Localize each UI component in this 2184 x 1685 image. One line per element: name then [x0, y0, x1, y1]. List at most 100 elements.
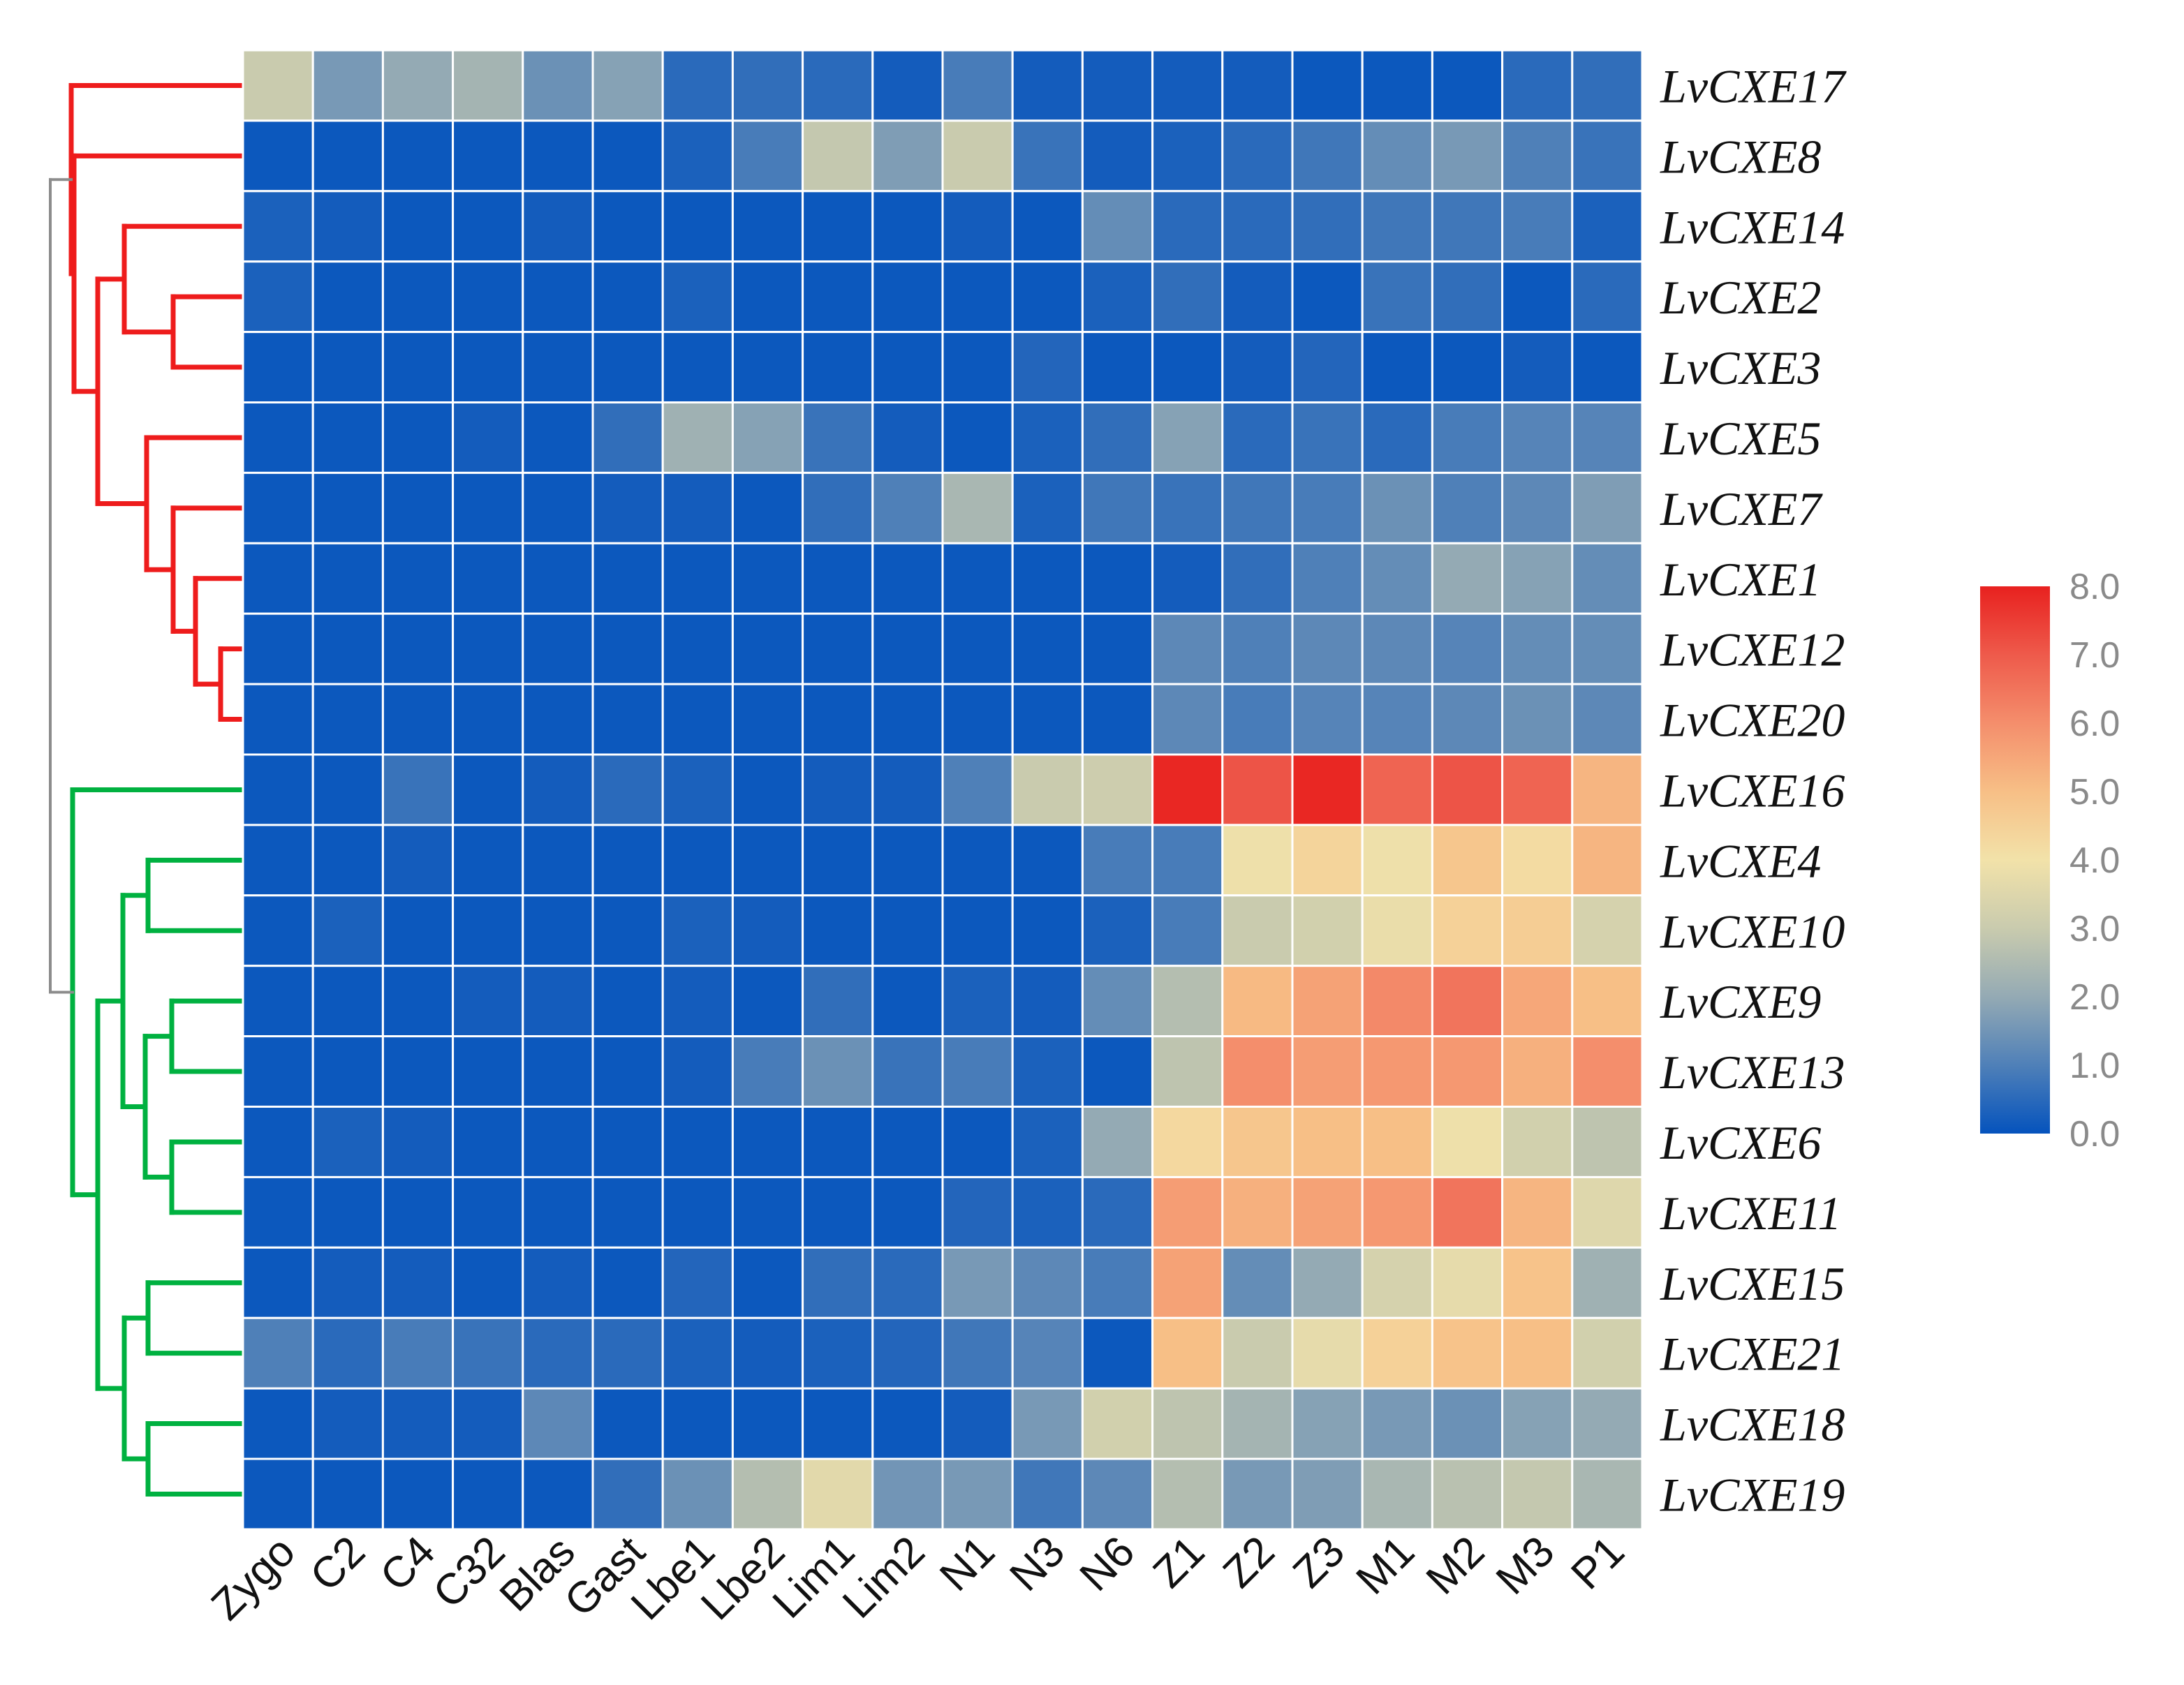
heatmap-cell-LvCXE14-Z2: [1221, 190, 1294, 263]
heatmap-cell-LvCXE17-M2: [1431, 49, 1504, 122]
heatmap-cell-LvCXE7-Zygo: [242, 471, 314, 544]
heatmap-cell-LvCXE8-M1: [1361, 119, 1433, 193]
heatmap-cell-LvCXE6-M3: [1501, 1106, 1574, 1178]
heatmap-cell-LvCXE7-N1: [941, 471, 1014, 544]
heatmap-cell-LvCXE10-P1: [1571, 894, 1644, 967]
heatmap-cell-LvCXE21-Z3: [1291, 1316, 1364, 1390]
heatmap-cell-LvCXE14-N3: [1011, 190, 1084, 263]
heatmap-cell-LvCXE12-Lim2: [871, 612, 944, 685]
heatmap-cell-LvCXE11-Z3: [1291, 1175, 1364, 1249]
heatmap-cell-LvCXE5-Blas: [522, 401, 594, 474]
heatmap-cell-LvCXE17-M3: [1501, 49, 1574, 122]
heatmap-cell-LvCXE21-Lim1: [802, 1316, 874, 1390]
heatmap-cell-LvCXE10-C32: [452, 894, 524, 967]
heatmap-cell-LvCXE15-M3: [1501, 1246, 1574, 1319]
legend-tick-label: 3.0: [2069, 909, 2120, 949]
heatmap-cell-LvCXE13-Blas: [522, 1035, 594, 1108]
heatmap-cell-LvCXE19-P1: [1571, 1457, 1644, 1531]
heatmap-cell-LvCXE12-Lim1: [802, 612, 874, 685]
legend-tick-label: 5.0: [2069, 772, 2120, 812]
heatmap-cell-LvCXE10-Z1: [1151, 894, 1224, 967]
heatmap-cell-LvCXE17-C2: [311, 49, 384, 122]
heatmap-cell-LvCXE8-Z2: [1221, 119, 1294, 193]
heatmap-cell-LvCXE1-Lbe1: [661, 542, 734, 615]
heatmap-cell-LvCXE14-M1: [1361, 190, 1433, 263]
heatmap-cell-LvCXE5-Lim1: [802, 401, 874, 474]
heatmap-cell-LvCXE2-M2: [1431, 260, 1504, 334]
heatmap-cell-LvCXE16-N3: [1011, 753, 1084, 826]
heatmap-cell-LvCXE9-Z1: [1151, 965, 1224, 1038]
heatmap-cell-LvCXE8-M2: [1431, 119, 1504, 193]
heatmap-cell-LvCXE13-C4: [381, 1035, 455, 1108]
heatmap-cell-LvCXE7-Lbe1: [661, 471, 734, 544]
heatmap-cell-LvCXE20-Zygo: [242, 683, 314, 756]
heatmap-cell-LvCXE3-Z1: [1151, 331, 1224, 404]
heatmap-cell-LvCXE9-C4: [381, 965, 455, 1038]
heatmap-cell-LvCXE4-N6: [1081, 824, 1154, 897]
heatmap-cell-LvCXE12-M3: [1501, 612, 1574, 685]
heatmap-cell-LvCXE1-Zygo: [242, 542, 314, 615]
heatmap-cell-LvCXE8-N6: [1081, 119, 1154, 193]
heatmap-cell-LvCXE12-Lbe1: [661, 612, 734, 685]
row-label: LvCXE6: [1660, 1116, 1821, 1169]
heatmap-cell-LvCXE15-Z1: [1151, 1246, 1224, 1319]
heatmap-cell-LvCXE1-M1: [1361, 542, 1433, 615]
heatmap-cell-LvCXE11-Zygo: [242, 1175, 314, 1249]
heatmap-cell-LvCXE11-Z1: [1151, 1175, 1224, 1249]
heatmap-cell-LvCXE7-N6: [1081, 471, 1154, 544]
heatmap-cell-LvCXE5-Gast: [591, 401, 664, 474]
heatmap-cell-LvCXE21-Z1: [1151, 1316, 1224, 1390]
heatmap-cell-LvCXE10-Lbe1: [661, 894, 734, 967]
heatmap-cell-LvCXE11-P1: [1571, 1175, 1644, 1249]
heatmap-cell-LvCXE19-Lbe2: [731, 1457, 804, 1531]
heatmap-cell-LvCXE21-N1: [941, 1316, 1014, 1390]
heatmap-cell-LvCXE5-N1: [941, 401, 1014, 474]
heatmap-cell-LvCXE13-M3: [1501, 1035, 1574, 1108]
heatmap-cell-LvCXE8-Lim2: [871, 119, 944, 193]
heatmap-cell-LvCXE7-C2: [311, 471, 384, 544]
heatmap-cell-LvCXE2-Gast: [591, 260, 664, 334]
heatmap-cell-LvCXE20-Z2: [1221, 683, 1294, 756]
heatmap-cell-LvCXE12-Blas: [522, 612, 594, 685]
heatmap-cell-LvCXE12-M1: [1361, 612, 1433, 685]
heatmap-cell-LvCXE16-Lbe1: [661, 753, 734, 826]
heatmap-cell-LvCXE20-N1: [941, 683, 1014, 756]
heatmap-cell-LvCXE6-Lim1: [802, 1106, 874, 1178]
heatmap-cell-LvCXE3-Blas: [522, 331, 594, 404]
heatmap-cell-LvCXE3-Lbe1: [661, 331, 734, 404]
heatmap-cell-LvCXE5-Z2: [1221, 401, 1294, 474]
heatmap-cell-LvCXE15-N6: [1081, 1246, 1154, 1319]
heatmap-cell-LvCXE13-M1: [1361, 1035, 1433, 1108]
heatmap-cell-LvCXE7-Z1: [1151, 471, 1224, 544]
heatmap-cell-LvCXE14-M2: [1431, 190, 1504, 263]
column-label: N1: [931, 1527, 1004, 1601]
heatmap-cell-LvCXE10-Z2: [1221, 894, 1294, 967]
heatmap-cell-LvCXE16-Z3: [1291, 753, 1364, 826]
heatmap-cell-LvCXE6-C4: [381, 1106, 455, 1178]
heatmap-cell-LvCXE21-M1: [1361, 1316, 1433, 1390]
heatmap-cell-LvCXE3-C2: [311, 331, 384, 404]
heatmap-cell-LvCXE15-C32: [452, 1246, 524, 1319]
heatmap-cell-LvCXE8-Gast: [591, 119, 664, 193]
heatmap-cell-LvCXE18-M1: [1361, 1387, 1433, 1460]
heatmap-cell-LvCXE2-Lbe2: [731, 260, 804, 334]
heatmap-cell-LvCXE16-Lim1: [802, 753, 874, 826]
heatmap-cell-LvCXE4-M1: [1361, 824, 1433, 897]
heatmap-cell-LvCXE17-Lim1: [802, 49, 874, 122]
heatmap-cell-LvCXE20-Z3: [1291, 683, 1364, 756]
heatmap-cell-LvCXE19-N3: [1011, 1457, 1084, 1531]
heatmap-cell-LvCXE17-Lbe1: [661, 49, 734, 122]
heatmap-cell-LvCXE16-Z2: [1221, 753, 1294, 826]
heatmap-cell-LvCXE2-M3: [1501, 260, 1574, 334]
heatmap-cell-LvCXE19-Z2: [1221, 1457, 1294, 1531]
heatmap-cell-LvCXE3-C4: [381, 331, 455, 404]
row-label: LvCXE18: [1660, 1398, 1845, 1451]
heatmap-cell-LvCXE14-P1: [1571, 190, 1644, 263]
heatmap-cell-LvCXE10-C4: [381, 894, 455, 967]
heatmap-cell-LvCXE12-Lbe2: [731, 612, 804, 685]
heatmap-cell-LvCXE18-Z1: [1151, 1387, 1224, 1460]
heatmap-cell-LvCXE2-Z3: [1291, 260, 1364, 334]
heatmap-cell-LvCXE13-Lbe1: [661, 1035, 734, 1108]
column-label: N3: [1001, 1527, 1074, 1601]
heatmap-cell-LvCXE2-Zygo: [242, 260, 314, 334]
